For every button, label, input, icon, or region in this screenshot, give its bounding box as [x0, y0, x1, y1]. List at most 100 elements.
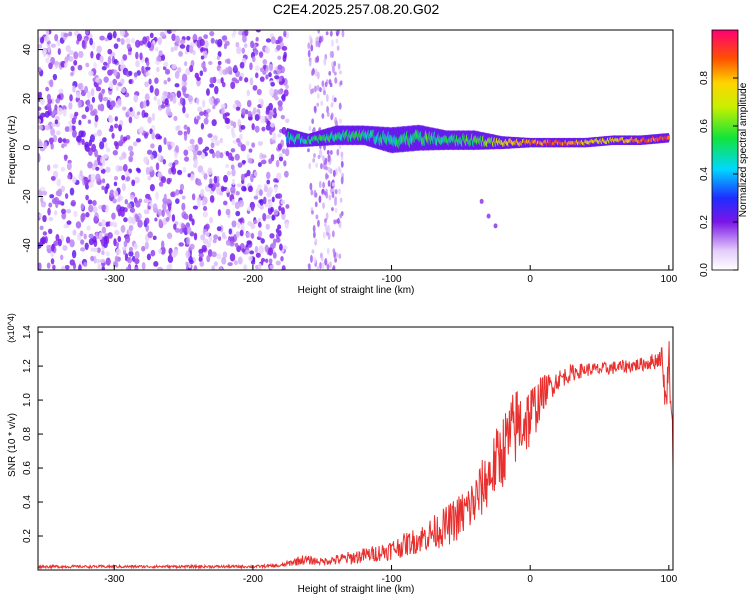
spectrum-noise-cell	[71, 250, 77, 259]
spectrum-noise-cell	[339, 197, 343, 203]
spectrum-noise-cell	[239, 133, 243, 141]
spectrum-noise-cell	[257, 184, 262, 191]
spectrum-noise-cell	[178, 242, 184, 247]
spectrum-noise-cell	[38, 91, 43, 97]
spectrum-noise-cell	[187, 173, 191, 178]
spectrum-noise-cell	[80, 247, 86, 252]
spectrum-noise-cell	[254, 245, 259, 254]
spectrum-noise-cell	[235, 106, 241, 111]
spectrum-noise-cell	[231, 178, 236, 186]
spectrum-noise-cell	[120, 78, 125, 85]
spectrum-noise-cell	[155, 191, 159, 200]
spectrum-noise-cell	[326, 111, 330, 117]
spectrum-noise-cell	[270, 206, 274, 213]
spectrum-noise-cell	[145, 99, 150, 107]
spectrum-noise-cell	[323, 57, 327, 66]
spectrum-noise-cell	[212, 104, 216, 110]
spectrum-noise-cell	[117, 197, 121, 203]
spectrum-noise-cell	[325, 93, 329, 102]
spectrum-noise-cell	[133, 72, 138, 78]
spectrum-noise-cell	[322, 231, 326, 239]
spectrum-noise-cell	[69, 94, 73, 102]
spectrum-noise-cell	[103, 242, 108, 248]
spectrum-noise-cell	[127, 145, 134, 152]
spectrum-noise-cell	[197, 137, 203, 145]
spectrum-noise-cell	[232, 103, 237, 109]
spectrum-noise-cell	[201, 152, 206, 159]
spectrum-noise-cell	[277, 55, 282, 60]
spectrum-noise-cell	[307, 42, 311, 50]
spectrum-noise-cell	[235, 190, 240, 196]
spectrum-noise-cell	[241, 222, 245, 230]
spectrum-noise-cell	[244, 43, 248, 48]
spectrum-noise-cell	[137, 219, 143, 228]
spectrum-noise-cell	[114, 116, 119, 122]
spectrum-noise-cell	[65, 236, 71, 244]
spectrum-noise-cell	[209, 77, 215, 84]
spectrum-noise-cell	[230, 186, 236, 194]
spectrum-noise-cell	[194, 144, 199, 152]
spectrum-noise-cell	[91, 143, 97, 153]
spectrum-noise-cell	[143, 156, 149, 164]
spectrum-noise-cell	[262, 59, 268, 65]
spectrum-noise-cell	[323, 191, 327, 196]
spectrum-noise-cell	[217, 236, 222, 241]
spectrum-noise-cell	[70, 199, 76, 207]
spectrum-noise-cell	[71, 176, 77, 184]
spectrum-noise-cell	[68, 50, 74, 55]
spectrum-noise-cell	[133, 243, 138, 250]
spectrum-noise-cell	[276, 44, 281, 51]
spectrum-noise-cell	[175, 145, 179, 153]
spectrum-noise-cell	[38, 140, 43, 149]
spectrum-noise-cell	[332, 265, 336, 270]
spectrum-noise-cell	[260, 238, 265, 244]
spectrum-noise-cell	[201, 169, 206, 176]
spectrum-noise-cell	[277, 224, 282, 230]
spectrum-noise-cell	[223, 174, 229, 183]
spectrum-noise-cell	[173, 115, 178, 122]
spectrum-noise-cell	[203, 117, 209, 125]
spectrum-noise-cell	[136, 111, 141, 116]
spectrum-noise-cell	[88, 238, 95, 246]
spectrum-noise-cell	[233, 260, 238, 266]
spectrum-noise-cell	[203, 34, 209, 40]
spectrum-noise-cell	[243, 186, 247, 192]
spectrum-noise-cell	[65, 193, 69, 200]
spectrum-noise-cell	[325, 212, 329, 221]
spectrum-noise-cell	[124, 199, 128, 205]
spectrum-noise-cell	[170, 166, 175, 173]
spectrum-noise-cell	[39, 147, 45, 152]
spectrum-noise-cell	[38, 262, 42, 270]
spectrum-noise-cell	[70, 65, 75, 72]
spectrum-noise-cell	[76, 33, 83, 42]
spectrum-noise-cell	[231, 199, 236, 206]
spectrum-noise-cell	[339, 70, 342, 75]
spectrum-noise-cell	[196, 181, 203, 186]
spectrum-noise-cell	[250, 232, 255, 239]
snr-frame	[37, 326, 674, 571]
spectrum-noise-cell	[88, 70, 94, 77]
spectrum-noise-cell	[128, 246, 134, 252]
spectrum-noise-cell	[144, 81, 150, 88]
y-tick-label: 0.8	[22, 427, 33, 441]
spectrum-noise-cell	[99, 258, 106, 264]
spectrum-noise-cell	[135, 51, 139, 60]
spectrum-noise-cell	[173, 45, 178, 51]
spectrum-noise-cell	[156, 66, 160, 73]
spectrum-noise-cell	[104, 235, 108, 244]
spectrum-noise-cell	[78, 119, 82, 126]
spectrum-noise-cell	[45, 86, 50, 92]
spectrum-noise-cell	[126, 43, 131, 50]
spectrum-noise-cell	[261, 154, 267, 159]
spectrum-noise-cell	[324, 222, 327, 228]
spectrum-noise-cell	[217, 38, 223, 47]
spectrum-noise-cell	[275, 228, 280, 234]
spectrum-noise-cell	[138, 127, 144, 134]
spectrum-noise-cell	[63, 224, 69, 229]
spectrum-noise-cell	[50, 175, 56, 181]
spectrogram-y-ticks: -40 -20 0 20 40	[22, 44, 43, 253]
spectrum-noise-cell	[319, 262, 322, 270]
spectrum-noise-cell	[68, 102, 73, 110]
spectrum-noise-cell	[96, 247, 101, 254]
spectrum-noise-cell	[221, 232, 226, 239]
